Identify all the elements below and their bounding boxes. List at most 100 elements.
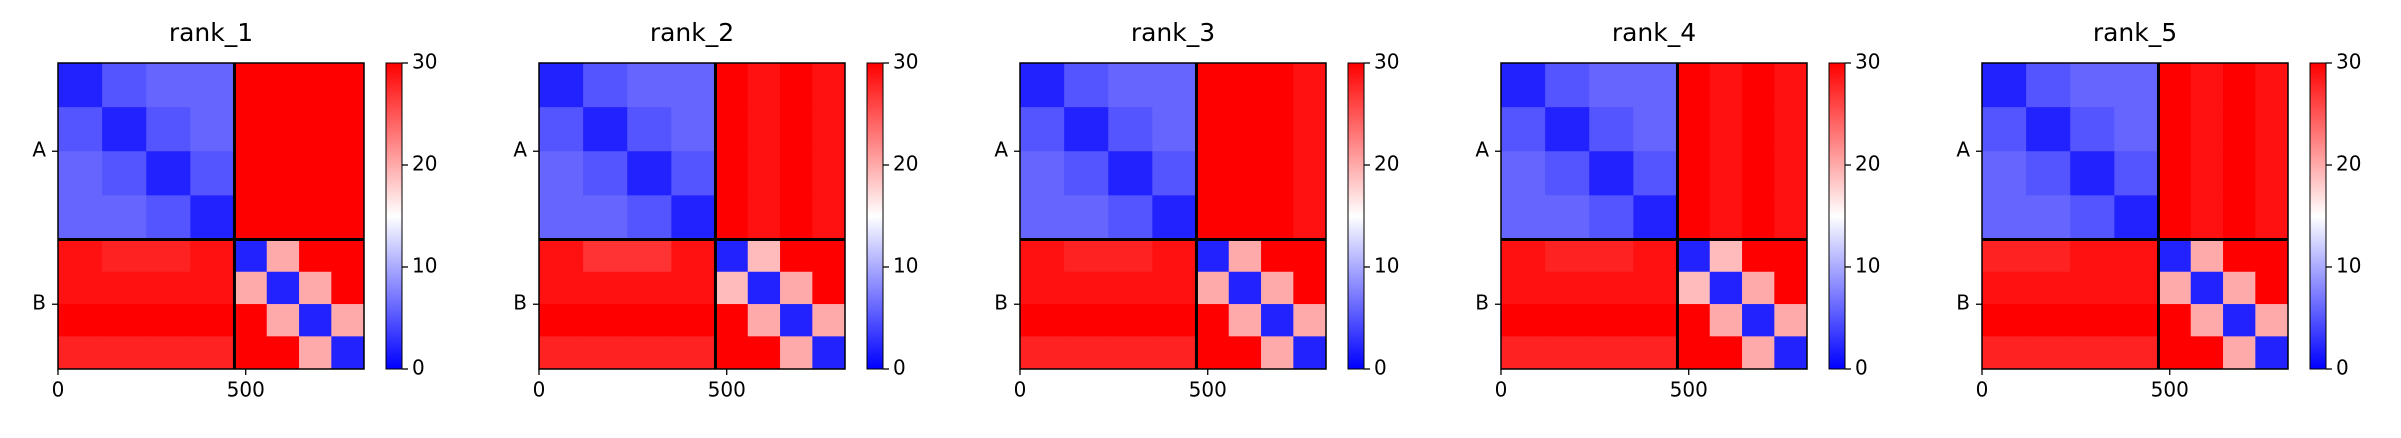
heat-cell — [1677, 107, 1711, 152]
heat-cell — [1545, 336, 1590, 370]
colorbar — [866, 62, 884, 370]
heat-cell — [583, 239, 628, 273]
heat-cell — [299, 271, 332, 305]
heat-cell — [2255, 336, 2289, 370]
heat-cell — [627, 271, 672, 305]
heat-cell — [2158, 195, 2192, 240]
heat-cell — [1064, 271, 1109, 305]
y-tick-label: B — [1956, 291, 1970, 315]
heat-cell — [583, 107, 628, 152]
heat-cell — [2190, 336, 2224, 370]
heat-cell — [1709, 63, 1743, 108]
heat-cell — [1196, 107, 1230, 152]
heat-cell — [266, 336, 300, 370]
heat-cell — [146, 271, 191, 305]
heat-cell — [1228, 107, 1262, 152]
heat-cell — [780, 336, 813, 370]
heat-cell — [331, 195, 365, 240]
heat-cell — [2190, 151, 2224, 196]
heat-cell — [715, 304, 749, 337]
heat-cell — [1064, 107, 1109, 152]
heat-cell — [266, 271, 300, 305]
heat-cell — [331, 151, 365, 196]
heat-cell — [747, 239, 781, 273]
colorbar — [1347, 62, 1365, 370]
x-tick-label: 0 — [533, 378, 546, 402]
heat-cell — [747, 336, 781, 370]
heat-cell — [1742, 336, 1775, 370]
plot-frame — [1500, 62, 1808, 370]
heat-cell — [780, 271, 813, 305]
heat-cell — [1633, 304, 1678, 337]
heat-cell — [1677, 239, 1711, 273]
heat-cell — [583, 304, 628, 337]
heat-cell — [146, 304, 191, 337]
colorbar-tick-label: 0 — [412, 356, 425, 380]
heat-cell — [1982, 271, 2027, 305]
colorbar-tick-label: 30 — [412, 50, 437, 74]
heat-cell — [331, 107, 365, 152]
heat-cell — [190, 336, 235, 370]
heat-cell — [146, 239, 191, 273]
heat-cell — [1228, 63, 1262, 108]
heat-cell — [747, 304, 781, 337]
heat-cell — [1982, 107, 2027, 152]
heat-cell — [1677, 195, 1711, 240]
heat-cell — [1982, 239, 2027, 273]
heat-cell — [1742, 107, 1775, 152]
heat-cell — [1293, 304, 1327, 337]
heat-cell — [671, 336, 716, 370]
heat-cell — [1774, 107, 1808, 152]
heat-cell — [2070, 271, 2115, 305]
heat-cell — [1709, 271, 1743, 305]
heat-cell — [1742, 195, 1775, 240]
heat-cell — [715, 195, 749, 240]
heat-cell — [1196, 336, 1230, 370]
y-tick-label: A — [513, 138, 527, 162]
heat-cell — [1108, 336, 1153, 370]
heat-cell — [2070, 63, 2115, 108]
heat-cell — [1152, 336, 1197, 370]
heat-cell — [539, 151, 584, 196]
heat-cell — [1633, 195, 1678, 240]
colorbar-tick-label: 20 — [1374, 152, 1399, 176]
colorbar-tick-label: 10 — [2336, 254, 2361, 278]
heat-cell — [747, 151, 781, 196]
heat-cell — [58, 107, 103, 152]
heat-cell — [539, 239, 584, 273]
heat-cell — [1064, 239, 1109, 273]
heat-cell — [58, 239, 103, 273]
heat-cell — [747, 107, 781, 152]
heat-cell — [2190, 107, 2224, 152]
panel-title: rank_4 — [1612, 18, 1696, 47]
heat-cell — [331, 271, 365, 305]
heat-cell — [1633, 239, 1678, 273]
heat-cell — [1020, 239, 1065, 273]
heat-cell — [1020, 63, 1065, 108]
heat-cell — [190, 271, 235, 305]
heat-cell — [2026, 304, 2071, 337]
colorbar-tick-label: 10 — [1374, 254, 1399, 278]
heat-cell — [2190, 195, 2224, 240]
heat-cell — [2114, 271, 2159, 305]
heat-cell — [299, 151, 332, 196]
heat-cell — [1589, 107, 1634, 152]
heat-cell — [812, 239, 846, 273]
heat-cell — [1152, 239, 1197, 273]
heat-cell — [1152, 63, 1197, 108]
heat-cell — [2190, 63, 2224, 108]
y-tick-label: A — [1956, 138, 1970, 162]
colorbar — [1828, 62, 1846, 370]
heat-cell — [58, 304, 103, 337]
heat-cell — [2158, 304, 2192, 337]
heat-cell — [2070, 151, 2115, 196]
heat-cell — [1709, 195, 1743, 240]
heat-cell — [2255, 304, 2289, 337]
heat-cell — [583, 195, 628, 240]
plot-frame — [1019, 62, 1327, 370]
heat-cell — [671, 304, 716, 337]
heat-cell — [1633, 151, 1678, 196]
heat-cell — [671, 195, 716, 240]
heat-cell — [1774, 63, 1808, 108]
heat-cell — [1633, 107, 1678, 152]
